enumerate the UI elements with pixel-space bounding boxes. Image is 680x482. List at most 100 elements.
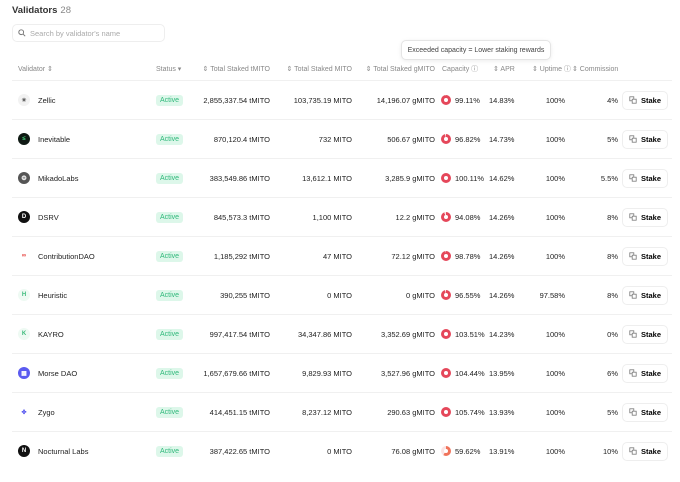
validator-logo-icon: D: [18, 211, 30, 223]
tmito-cell: 997,417.54 tMITO: [209, 329, 270, 339]
validator-cell[interactable]: ✷ Zellic: [18, 81, 56, 119]
uptime-cell: 100%: [545, 95, 565, 105]
stake-label: Stake: [641, 134, 662, 144]
stake-label: Stake: [641, 290, 662, 300]
gmito-cell: 3,527.96 gMITO: [380, 368, 435, 378]
gmito-cell: 506.67 gMITO: [387, 134, 435, 144]
uptime-cell: 100%: [545, 329, 565, 339]
validator-cell[interactable]: ≤ Inevitable: [18, 120, 70, 158]
stake-button[interactable]: Stake: [622, 441, 669, 461]
capacity-cell: 59.62%: [441, 432, 480, 470]
mito-cell: 0 MITO: [327, 446, 352, 456]
tmito-cell: 2,855,337.54 tMITO: [203, 95, 270, 105]
status-cell: Active: [156, 393, 184, 431]
page-title: Validators 28: [12, 5, 71, 16]
validator-logo-icon: ≤: [18, 133, 30, 145]
commission-cell: 5%: [607, 134, 618, 144]
table-row[interactable]: ≤ Inevitable Active 870,120.4 tMITO 732 …: [12, 119, 672, 158]
header-mito[interactable]: ⇕ Total Staked MITO: [286, 66, 352, 73]
stake-button[interactable]: Stake: [622, 402, 669, 422]
commission-cell: 0%: [607, 329, 618, 339]
stake-icon: [629, 174, 637, 182]
validator-name: Morse DAO: [38, 368, 78, 378]
stake-button[interactable]: Stake: [622, 363, 669, 383]
capacity-cell: 103.51%: [441, 315, 485, 353]
apr-cell: 14.23%: [489, 329, 515, 339]
header-gmito[interactable]: ⇕ Total Staked gMITO: [365, 66, 435, 73]
validator-cell[interactable]: H Heuristic: [18, 276, 67, 314]
uptime-cell: 100%: [545, 368, 565, 378]
commission-cell: 5%: [607, 407, 618, 417]
status-badge: Active: [156, 94, 184, 106]
mito-cell: 1,100 MITO: [312, 212, 352, 222]
uptime-cell: 100%: [545, 251, 565, 261]
apr-cell: 14.62%: [489, 173, 515, 183]
stake-label: Stake: [641, 368, 662, 378]
stake-icon: [629, 330, 637, 338]
table-row[interactable]: ∞ ContributionDAO Active 1,185,292 tMITO…: [12, 236, 672, 275]
header-status[interactable]: Status ▾: [156, 66, 182, 73]
commission-cell: 6%: [607, 368, 618, 378]
commission-cell: 5.5%: [600, 173, 618, 183]
validator-logo-icon: ∞: [18, 250, 30, 262]
stake-button[interactable]: Stake: [622, 168, 669, 188]
table-header: Validator ⇕ Status ▾ ⇕ Total Staked tMIT…: [12, 62, 672, 76]
capacity-cell: 105.74%: [441, 393, 485, 431]
stake-button[interactable]: Stake: [622, 285, 669, 305]
validator-cell[interactable]: ❂ MikadoLabs: [18, 159, 78, 197]
commission-cell: 8%: [607, 212, 618, 222]
validator-logo-icon: K: [18, 328, 30, 340]
table-row[interactable]: N Nocturnal Labs Active 387,422.65 tMITO…: [12, 431, 672, 470]
validator-cell[interactable]: ✤ Zygo: [18, 393, 55, 431]
table-row[interactable]: ❂ MikadoLabs Active 383,549.86 tMITO 13,…: [12, 158, 672, 197]
header-commission[interactable]: ⇕ Commission: [572, 66, 619, 73]
validator-cell[interactable]: ▦ Morse DAO: [18, 354, 77, 392]
header-apr[interactable]: ⇕ APR: [493, 66, 515, 73]
gmito-cell: 290.63 gMITO: [387, 407, 435, 417]
table-row[interactable]: ▦ Morse DAO Active 1,657,679.66 tMITO 9,…: [12, 353, 672, 392]
status-badge: Active: [156, 172, 184, 184]
stake-label: Stake: [641, 95, 662, 105]
capacity-cell: 96.55%: [441, 276, 480, 314]
status-badge: Active: [156, 367, 184, 379]
stake-button[interactable]: Stake: [622, 90, 669, 110]
apr-cell: 14.73%: [489, 134, 515, 144]
capacity-value: 100.11%: [455, 173, 485, 183]
table-row[interactable]: ✷ Zellic Active 2,855,337.54 tMITO 103,7…: [12, 80, 672, 119]
validator-cell[interactable]: K KAYRO: [18, 315, 64, 353]
validator-cell[interactable]: N Nocturnal Labs: [18, 432, 88, 470]
gmito-cell: 0 gMITO: [405, 290, 435, 300]
apr-cell: 14.26%: [489, 290, 515, 300]
table-row[interactable]: ✤ Zygo Active 414,451.15 tMITO 8,237.12 …: [12, 392, 672, 431]
tmito-cell: 845,573.3 tMITO: [213, 212, 270, 222]
stake-button[interactable]: Stake: [622, 207, 669, 227]
table-row[interactable]: K KAYRO Active 997,417.54 tMITO 34,347.8…: [12, 314, 672, 353]
capacity-ring-icon: [441, 251, 451, 261]
search-input[interactable]: Search by validator's name: [12, 24, 165, 42]
capacity-ring-icon: [441, 329, 451, 339]
table-row[interactable]: H Heuristic Active 390,255 tMITO 0 MITO …: [12, 275, 672, 314]
stake-icon: [629, 447, 637, 455]
stake-cell: Stake: [622, 159, 669, 197]
validator-cell[interactable]: ∞ ContributionDAO: [18, 237, 95, 275]
stake-button[interactable]: Stake: [622, 246, 669, 266]
validator-cell[interactable]: D DSRV: [18, 198, 59, 236]
apr-cell: 13.93%: [489, 407, 515, 417]
validator-logo-icon: N: [18, 445, 30, 457]
header-uptime[interactable]: ⇕ Uptime ⓘ: [532, 66, 571, 73]
search-icon: [18, 29, 26, 37]
header-validator[interactable]: Validator ⇕: [18, 66, 53, 73]
status-cell: Active: [156, 432, 184, 470]
stake-button[interactable]: Stake: [622, 129, 669, 149]
status-cell: Active: [156, 198, 184, 236]
capacity-value: 96.82%: [455, 134, 481, 144]
capacity-cell: 104.44%: [441, 354, 485, 392]
status-cell: Active: [156, 159, 184, 197]
header-capacity[interactable]: Capacity ⓘ: [442, 66, 479, 73]
header-tmito[interactable]: ⇕ Total Staked tMITO: [202, 66, 270, 73]
table-row[interactable]: D DSRV Active 845,573.3 tMITO 1,100 MITO…: [12, 197, 672, 236]
capacity-value: 104.44%: [455, 368, 485, 378]
stake-icon: [629, 135, 637, 143]
commission-cell: 10%: [602, 446, 618, 456]
stake-button[interactable]: Stake: [622, 324, 669, 344]
